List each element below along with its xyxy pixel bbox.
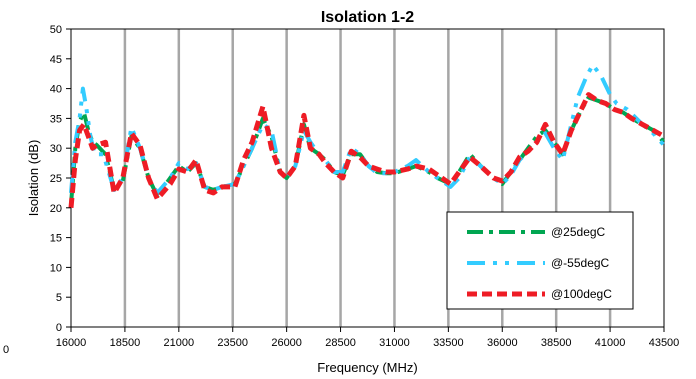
y-axis-label: Isolation (dB) <box>26 140 41 217</box>
x-tick-label: 38500 <box>541 337 572 349</box>
legend-label: @-55degC <box>551 256 610 270</box>
legend: @25degC @-55degC @100degC <box>446 211 634 310</box>
series-line--55degC <box>69 62 666 195</box>
legend-box <box>446 211 634 310</box>
x-tick-label: 23500 <box>217 337 248 349</box>
y-tick-label: 10 <box>50 262 62 274</box>
y-tick-label: 15 <box>50 233 62 245</box>
axes-group: 16000 18500 21000 23500 26000 28500 31000 33500… <box>50 24 680 349</box>
y-tick-label: 5 <box>56 292 62 304</box>
y-tick-label: 30 <box>50 143 62 155</box>
x-tick-label: 36000 <box>487 337 518 349</box>
y-tick-label: 45 <box>50 54 62 66</box>
legend-label: @100degC <box>551 287 612 301</box>
y-tick-label: 25 <box>50 173 62 185</box>
x-tick-label: 21000 <box>164 337 195 349</box>
x-tick-label: 26000 <box>271 337 302 349</box>
series-group <box>68 62 666 209</box>
x-tick-label: 41000 <box>595 337 626 349</box>
series-line-100degC <box>68 92 666 209</box>
x-tick-label: 28500 <box>325 337 356 349</box>
x-tick-label: 18500 <box>110 337 141 349</box>
x-tick-label: 33500 <box>433 337 464 349</box>
x-tick-label: 16000 <box>56 337 87 349</box>
stray-tick-label: 0 <box>3 344 9 356</box>
x-tick-label: 43500 <box>649 337 680 349</box>
x-axis-label: Frequency (MHz) <box>317 360 417 375</box>
y-tick-label: 40 <box>50 84 62 96</box>
y-tick-label: 35 <box>50 113 62 125</box>
legend-label: @25degC <box>551 225 606 239</box>
chart-title: Isolation 1-2 <box>321 9 414 26</box>
x-tick-label: 31000 <box>379 337 410 349</box>
y-tick-label: 0 <box>56 322 62 334</box>
y-tick-label: 20 <box>50 203 62 215</box>
y-tick-label: 50 <box>50 24 62 36</box>
